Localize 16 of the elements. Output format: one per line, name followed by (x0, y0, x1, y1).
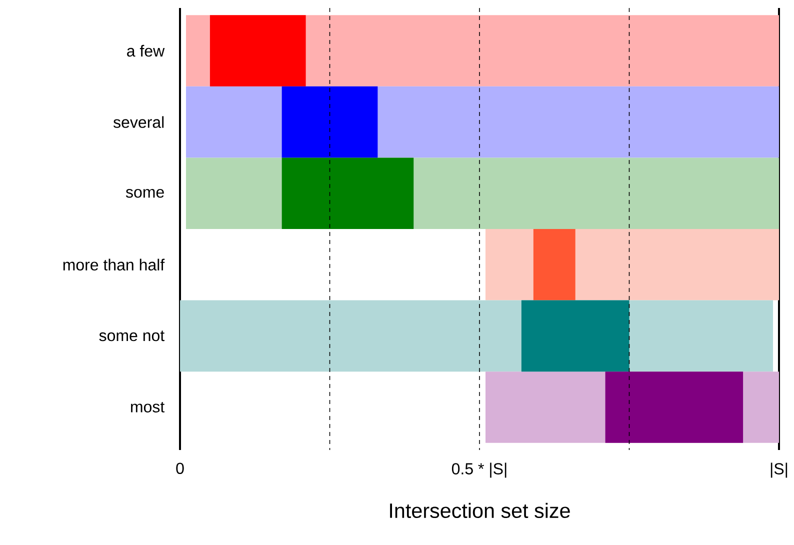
x-tick-label: 0.5 * |S| (452, 462, 506, 478)
bar (533, 228, 576, 300)
bar (210, 15, 306, 86)
y-tick-label: a few (127, 44, 165, 57)
bar (282, 86, 378, 158)
x-tick-label: 0 (176, 462, 184, 474)
x-axis-title: Intersection set size (390, 502, 570, 518)
bar (605, 372, 744, 443)
y-tick-label: most (131, 402, 165, 412)
bar (521, 300, 630, 372)
y-tick-label: more than half (63, 258, 165, 271)
bar (282, 158, 414, 229)
y-tick-label: several (113, 116, 164, 128)
x-tick-label: |S| (770, 462, 788, 478)
y-tick-label: some (126, 188, 164, 198)
y-tick-label: some not (99, 330, 164, 342)
